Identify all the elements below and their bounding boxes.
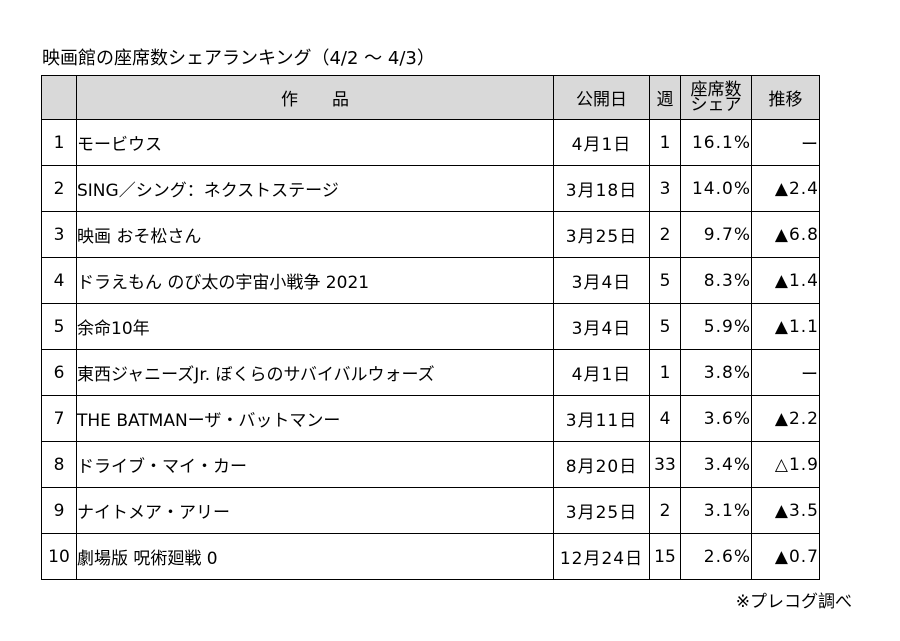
release-date-cell: 8月20日 — [553, 441, 650, 488]
table-row: 5 余命10年 3月4日 5 5.9% ▲1.1 — [41, 303, 820, 350]
share-cell: 8.3% — [680, 257, 752, 304]
title-cell: 映画 おそ松さん — [76, 211, 554, 258]
release-date-cell: 3月25日 — [553, 211, 650, 258]
release-date-cell: 4月1日 — [553, 119, 650, 166]
week-cell: 15 — [649, 533, 681, 580]
rank-cell: 9 — [41, 487, 77, 534]
week-cell: 2 — [649, 487, 681, 534]
header-share-line1: 座席数 — [690, 79, 742, 100]
rank-cell: 6 — [41, 349, 77, 396]
week-cell: 5 — [649, 257, 681, 304]
trend-cell: ー — [751, 119, 820, 166]
trend-cell: △1.9 — [751, 441, 820, 488]
week-cell: 1 — [649, 349, 681, 396]
title-cell: 東西ジャニーズJr. ぼくらのサバイバルウォーズ — [76, 349, 554, 396]
header-title: 作 品 — [76, 75, 554, 120]
week-cell: 2 — [649, 211, 681, 258]
week-cell: 5 — [649, 303, 681, 350]
release-date-cell: 3月25日 — [553, 487, 650, 534]
week-cell: 33 — [649, 441, 681, 488]
share-cell: 3.6% — [680, 395, 752, 442]
header-share: 座席数 シェア — [680, 75, 752, 120]
trend-cell: ▲1.4 — [751, 257, 820, 304]
release-date-cell: 4月1日 — [553, 349, 650, 396]
title-cell: SING／シング：ネクストステージ — [76, 165, 554, 212]
title-cell: ナイトメア・アリー — [76, 487, 554, 534]
week-cell: 3 — [649, 165, 681, 212]
release-date-cell: 3月4日 — [553, 303, 650, 350]
share-cell: 5.9% — [680, 303, 752, 350]
rank-cell: 5 — [41, 303, 77, 350]
week-cell: 1 — [649, 119, 681, 166]
release-date-cell: 3月4日 — [553, 257, 650, 304]
source-note: ※プレコグ調べ — [735, 592, 852, 612]
table-row: 3 映画 おそ松さん 3月25日 2 9.7% ▲6.8 — [41, 211, 820, 258]
table-row: 10 劇場版 呪術廻戦 0 12月24日 15 2.6% ▲0.7 — [41, 533, 820, 580]
table-row: 1 モービウス 4月1日 1 16.1% ー — [41, 119, 820, 166]
title-cell: ドライブ・マイ・カー — [76, 441, 554, 488]
trend-cell: ▲1.1 — [751, 303, 820, 350]
rank-cell: 8 — [41, 441, 77, 488]
ranking-table: 作 品 公開日 週 座席数 シェア 推移 1 モービウス 4月1日 1 16.1% ー 2 S… — [41, 75, 820, 580]
share-cell: 3.4% — [680, 441, 752, 488]
trend-cell: ▲0.7 — [751, 533, 820, 580]
share-cell: 3.8% — [680, 349, 752, 396]
share-cell: 14.0% — [680, 165, 752, 212]
release-date-cell: 3月18日 — [553, 165, 650, 212]
table-row: 6 東西ジャニーズJr. ぼくらのサバイバルウォーズ 4月1日 1 3.8% ー — [41, 349, 820, 396]
header-week: 週 — [649, 75, 681, 120]
title-cell: モービウス — [76, 119, 554, 166]
table-row: 7 THE BATMANーザ・バットマンー 3月11日 4 3.6% ▲2.2 — [41, 395, 820, 442]
rank-cell: 3 — [41, 211, 77, 258]
header-row: 作 品 公開日 週 座席数 シェア 推移 — [41, 75, 820, 120]
share-cell: 9.7% — [680, 211, 752, 258]
share-cell: 2.6% — [680, 533, 752, 580]
rank-cell: 4 — [41, 257, 77, 304]
rank-cell: 10 — [41, 533, 77, 580]
trend-cell: ▲2.4 — [751, 165, 820, 212]
trend-cell: ▲2.2 — [751, 395, 820, 442]
header-trend: 推移 — [751, 75, 820, 120]
title-cell: THE BATMANーザ・バットマンー — [76, 395, 554, 442]
table-row: 2 SING／シング：ネクストステージ 3月18日 3 14.0% ▲2.4 — [41, 165, 820, 212]
trend-cell: ▲3.5 — [751, 487, 820, 534]
release-date-cell: 3月11日 — [553, 395, 650, 442]
trend-cell: ー — [751, 349, 820, 396]
rank-cell: 1 — [41, 119, 77, 166]
title-cell: 余命10年 — [76, 303, 554, 350]
header-share-line2: シェア — [690, 94, 742, 115]
title-cell: ドラえもん のび太の宇宙小戦争 2021 — [76, 257, 554, 304]
trend-cell: ▲6.8 — [751, 211, 820, 258]
share-cell: 16.1% — [680, 119, 752, 166]
header-rank — [41, 75, 77, 120]
header-release: 公開日 — [553, 75, 650, 120]
table-title: 映画館の座席数シェアランキング（4/2 ～ 4/3） — [42, 48, 435, 69]
table-row: 9 ナイトメア・アリー 3月25日 2 3.1% ▲3.5 — [41, 487, 820, 534]
rank-cell: 7 — [41, 395, 77, 442]
table-row: 8 ドライブ・マイ・カー 8月20日 33 3.4% △1.9 — [41, 441, 820, 488]
title-cell: 劇場版 呪術廻戦 0 — [76, 533, 554, 580]
week-cell: 4 — [649, 395, 681, 442]
release-date-cell: 12月24日 — [553, 533, 650, 580]
rank-cell: 2 — [41, 165, 77, 212]
table-row: 4 ドラえもん のび太の宇宙小戦争 2021 3月4日 5 8.3% ▲1.4 — [41, 257, 820, 304]
share-cell: 3.1% — [680, 487, 752, 534]
